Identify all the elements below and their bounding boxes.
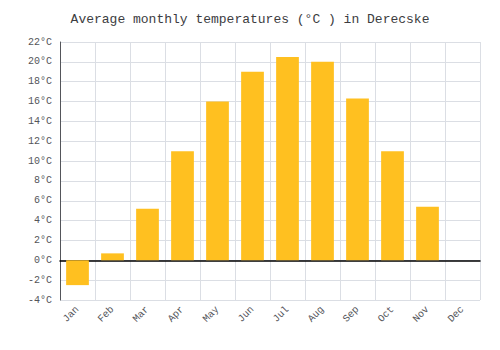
svg-text:4°C: 4°C [34,215,52,226]
svg-text:20°C: 20°C [28,56,52,67]
svg-text:Apr: Apr [166,304,186,324]
svg-text:8°C: 8°C [34,175,52,186]
svg-text:Dec: Dec [446,304,466,324]
svg-text:Feb: Feb [96,304,116,324]
svg-text:10°C: 10°C [28,156,52,167]
svg-text:Aug: Aug [306,304,326,324]
svg-text:14°C: 14°C [28,116,52,127]
svg-text:6°C: 6°C [34,195,52,206]
svg-text:Mar: Mar [131,304,151,324]
svg-text:Sep: Sep [341,304,361,324]
svg-text:2°C: 2°C [34,235,52,246]
svg-text:22°C: 22°C [28,37,52,48]
svg-text:May: May [201,304,221,324]
svg-text:16°C: 16°C [28,96,52,107]
svg-text:Jan: Jan [61,304,81,324]
svg-text:Oct: Oct [376,304,396,324]
svg-text:Average monthly temperatures (: Average monthly temperatures (°C ) in De… [71,12,430,27]
svg-text:-4°C: -4°C [28,295,52,306]
svg-text:Jun: Jun [236,304,256,324]
svg-text:0°C: 0°C [34,255,52,266]
svg-text:Jul: Jul [271,304,291,324]
svg-text:18°C: 18°C [28,76,52,87]
svg-text:Nov: Nov [411,304,431,324]
svg-text:-2°C: -2°C [28,275,52,286]
svg-text:12°C: 12°C [28,136,52,147]
